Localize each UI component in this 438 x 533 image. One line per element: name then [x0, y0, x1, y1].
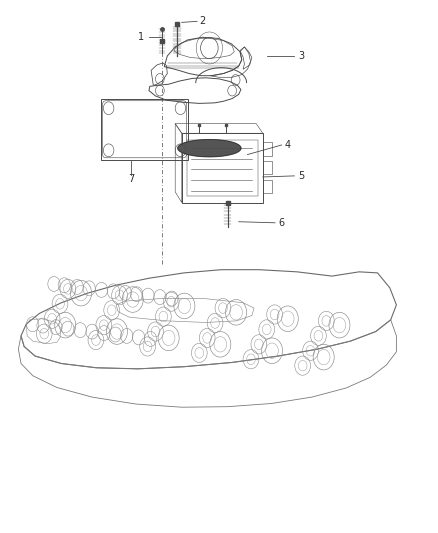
Text: 7: 7	[128, 174, 134, 183]
Polygon shape	[178, 140, 241, 157]
Bar	[263, 161, 272, 174]
Bar	[187, 140, 258, 196]
Text: 4: 4	[285, 140, 291, 150]
Text: 1: 1	[138, 33, 145, 42]
Bar	[101, 99, 188, 160]
Text: 6: 6	[278, 218, 284, 228]
Text: 5: 5	[298, 171, 304, 181]
Bar	[263, 180, 272, 193]
Text: 2: 2	[199, 17, 205, 26]
Bar	[182, 133, 263, 203]
Text: 3: 3	[298, 51, 304, 61]
Bar	[263, 142, 272, 156]
